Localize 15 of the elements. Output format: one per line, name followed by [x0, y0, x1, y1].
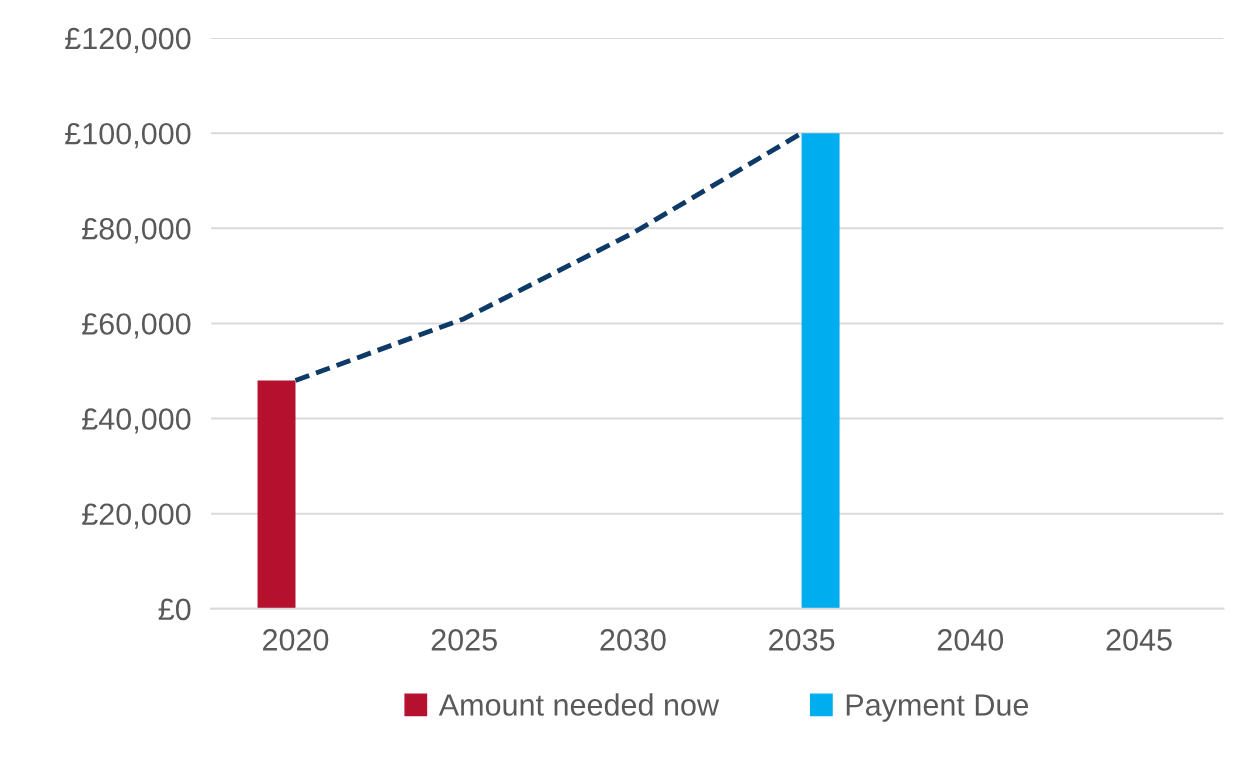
x-tick-label: 2020 — [263, 629, 329, 651]
y-tick-label: £60,000 — [82, 313, 191, 339]
legend-label: Amount needed now — [438, 693, 720, 716]
x-tick-label: 2025 — [431, 629, 497, 651]
y-tick-label: £20,000 — [82, 503, 191, 529]
x-tick-label: 2030 — [600, 629, 666, 651]
y-tick-label: £0 — [158, 598, 191, 621]
x-tick-label: 2040 — [937, 629, 1004, 651]
x-tick-label: 2045 — [1106, 629, 1172, 651]
x-tick-label: 2035 — [769, 629, 835, 651]
y-tick-label: £100,000 — [65, 122, 191, 149]
y-tick-label: £40,000 — [82, 408, 191, 434]
y-tick-label: £120,000 — [65, 27, 191, 54]
legend-label: Payment Due — [846, 694, 1029, 722]
y-tick-label: £80,000 — [82, 218, 191, 244]
